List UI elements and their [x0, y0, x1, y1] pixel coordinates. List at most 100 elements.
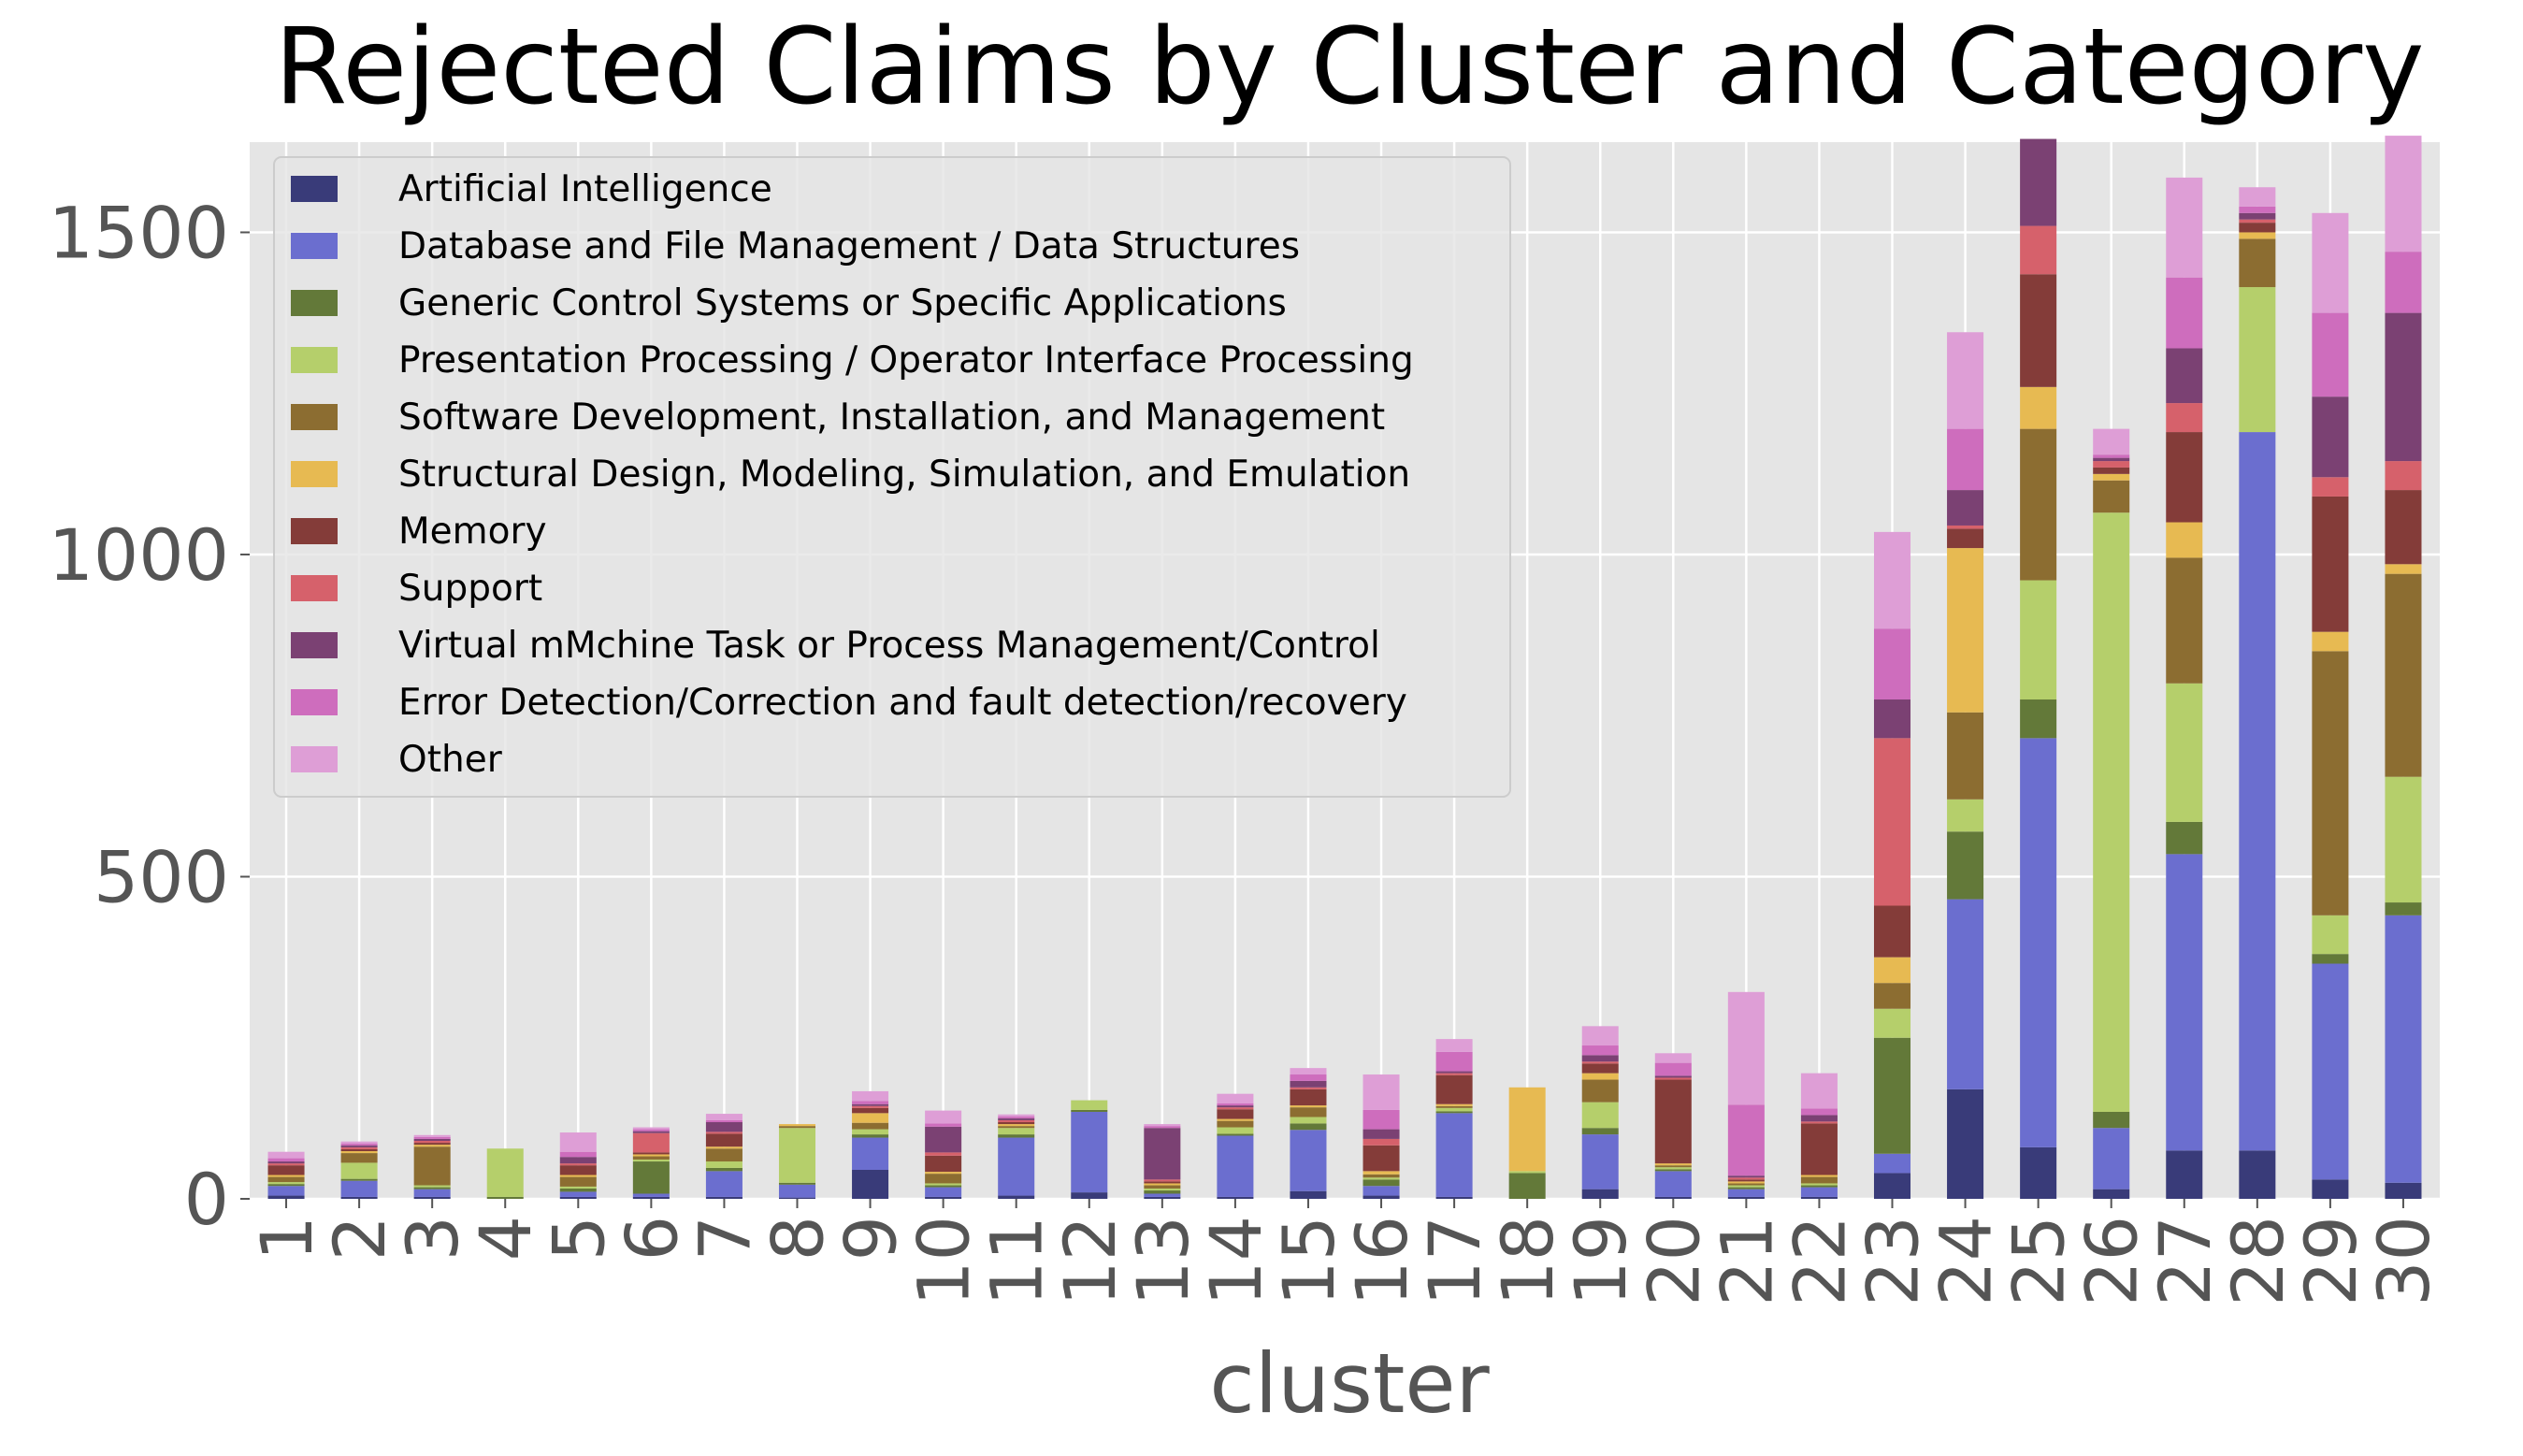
- bar-segment: [998, 1122, 1034, 1124]
- bar-segment: [2020, 738, 2056, 1147]
- bar-segment: [2312, 954, 2348, 963]
- bar-segment: [414, 1141, 451, 1143]
- bar-segment: [1947, 528, 1983, 548]
- bar-segment: [633, 1132, 670, 1133]
- bar-segment: [1144, 1190, 1180, 1193]
- bar-segment: [1582, 1045, 1619, 1055]
- bar-segment: [560, 1157, 597, 1163]
- bar-segment: [2093, 512, 2129, 1112]
- bar-segment: [560, 1187, 597, 1189]
- bar-segment: [998, 1128, 1034, 1134]
- bar-segment: [852, 1101, 888, 1103]
- x-tick-label: 6: [610, 1216, 693, 1261]
- bar-segment: [852, 1130, 888, 1135]
- bar-segment: [925, 1188, 961, 1197]
- bar-segment: [1436, 1052, 1473, 1072]
- bar-segment: [560, 1152, 597, 1158]
- bar-segment: [1801, 1123, 1838, 1175]
- bar-segment: [1947, 713, 1983, 800]
- bar-segment: [2020, 699, 2056, 738]
- bar-segment: [1655, 1165, 1692, 1167]
- bar-segment: [341, 1181, 378, 1197]
- bar-segment: [268, 1177, 305, 1183]
- bar-segment: [1801, 1115, 1838, 1121]
- bar-segment: [706, 1146, 742, 1148]
- bar-segment: [2239, 223, 2275, 232]
- bar-segment: [706, 1122, 742, 1132]
- bar-segment: [633, 1133, 670, 1153]
- bar-segment: [998, 1196, 1034, 1199]
- bar-segment: [925, 1183, 961, 1185]
- bar-segment: [2239, 187, 2275, 207]
- bar-segment: [487, 1197, 524, 1199]
- bar-segment: [414, 1137, 451, 1139]
- bar-segment: [706, 1120, 742, 1122]
- bar-segment: [852, 1113, 888, 1122]
- legend-label: Database and File Management / Data Stru…: [398, 225, 1300, 267]
- bar-segment: [414, 1188, 451, 1189]
- bar-segment: [2166, 1150, 2202, 1199]
- bar-segment: [268, 1163, 305, 1165]
- bar-segment: [1436, 1197, 1473, 1199]
- bar-segment: [2020, 1147, 2056, 1199]
- bar-segment: [1947, 548, 1983, 713]
- bar-segment: [1874, 532, 1910, 628]
- bar-segment: [1655, 1080, 1692, 1164]
- bar-segment: [706, 1168, 742, 1171]
- bar-segment: [706, 1148, 742, 1161]
- bar-segment: [998, 1124, 1034, 1126]
- bar-segment: [1728, 1186, 1765, 1188]
- bar-segment: [1290, 1068, 1326, 1074]
- bar-segment: [1874, 699, 1910, 738]
- bar-segment: [414, 1189, 451, 1197]
- bar-segment: [1947, 831, 1983, 899]
- bar-segment: [2385, 490, 2421, 564]
- bar-segment: [1436, 1113, 1473, 1197]
- bar-segment: [1290, 1191, 1326, 1199]
- x-tick-label: 25: [1997, 1216, 2081, 1306]
- bar-segment: [1655, 1053, 1692, 1062]
- bar-segment: [2239, 213, 2275, 220]
- legend-label: Generic Control Systems or Specific Appl…: [398, 282, 1287, 324]
- bar-segment: [341, 1197, 378, 1199]
- bar-segment: [2166, 178, 2202, 278]
- y-tick-label: 500: [94, 835, 229, 918]
- bar-segment: [2385, 252, 2421, 312]
- bar-segment: [1363, 1171, 1400, 1174]
- bar-segment: [341, 1147, 378, 1149]
- bar-segment: [633, 1197, 670, 1199]
- legend-label: Software Development, Installation, and …: [398, 396, 1385, 439]
- legend-swatch: [291, 290, 338, 316]
- bar-segment: [268, 1184, 305, 1186]
- bar-segment: [1509, 1088, 1546, 1172]
- bar-segment: [706, 1197, 742, 1199]
- x-tick-label: 2: [318, 1216, 401, 1261]
- bar-segment: [1144, 1179, 1180, 1181]
- bar-segment: [925, 1156, 961, 1172]
- x-tick-label: 16: [1340, 1216, 1423, 1306]
- bar-segment: [633, 1152, 670, 1154]
- bar-segment: [1728, 1183, 1765, 1185]
- bar-segment: [2020, 387, 2056, 429]
- x-tick-label: 10: [902, 1216, 986, 1306]
- bar-segment: [1071, 1112, 1107, 1192]
- bar-segment: [925, 1152, 961, 1155]
- legend-label: Other: [398, 739, 503, 781]
- bar-segment: [2020, 139, 2056, 226]
- x-tick-label: 13: [1121, 1216, 1204, 1306]
- bar-segment: [268, 1161, 305, 1163]
- bar-segment: [1217, 1119, 1253, 1121]
- bar-segment: [1363, 1074, 1400, 1110]
- bar-segment: [1436, 1106, 1473, 1108]
- bar-segment: [779, 1183, 815, 1185]
- y-tick-label: 1500: [49, 191, 229, 274]
- bar-segment: [1217, 1109, 1253, 1118]
- bar-segment: [1801, 1186, 1838, 1188]
- bar-segment: [2166, 278, 2202, 349]
- legend-swatch: [291, 746, 338, 772]
- bar-segment: [2385, 902, 2421, 915]
- x-tick-label: 21: [1705, 1216, 1788, 1306]
- x-tick-label: 22: [1778, 1216, 1861, 1306]
- bar-segment: [268, 1152, 305, 1159]
- bar-segment: [1436, 1074, 1473, 1075]
